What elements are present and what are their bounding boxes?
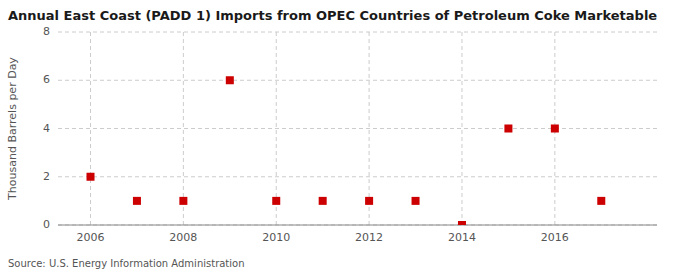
chart: 0 2 4 6 8 2006 2008 2010 2012 2014 2016 Thousand Ba… <box>0 0 675 275</box>
point <box>179 197 187 205</box>
point <box>597 197 605 205</box>
point <box>133 197 141 205</box>
x-tick-label: 2010 <box>262 231 290 244</box>
y-grid-line <box>58 80 657 81</box>
y-tick-label: 0 <box>43 218 50 231</box>
x-grid-line <box>90 32 91 225</box>
x-axis-line <box>58 225 657 226</box>
y-axis-label: Thousand Barrels per Day <box>6 57 19 201</box>
x-grid-line <box>461 32 462 225</box>
grid <box>58 32 657 225</box>
point <box>226 76 234 84</box>
y-tick-label: 2 <box>43 170 50 183</box>
y-grid-line <box>58 32 657 33</box>
point <box>272 197 280 205</box>
x-tick-label: 2014 <box>448 231 476 244</box>
point <box>319 197 327 205</box>
x-tick-label: 2016 <box>541 231 569 244</box>
source-note: Source: U.S. Energy Information Administ… <box>8 258 245 269</box>
y-tick-label: 4 <box>43 122 50 135</box>
x-tick-label: 2012 <box>355 231 383 244</box>
chart-container: 0 2 4 6 8 2006 2008 2010 2012 2014 2016 Thousand Ba… <box>0 0 675 275</box>
points <box>87 76 606 225</box>
y-grid-line <box>58 176 657 177</box>
y-tick-label: 8 <box>43 25 50 38</box>
y-tick-label: 6 <box>43 73 50 86</box>
point <box>551 125 559 133</box>
x-tick-label: 2008 <box>169 231 197 244</box>
x-grid-line <box>183 32 184 225</box>
y-grid-line <box>58 128 657 129</box>
x-grid-line <box>369 32 370 225</box>
point <box>412 197 420 205</box>
x-grid-line <box>276 32 277 225</box>
point <box>365 197 373 205</box>
x-tick-label: 2006 <box>77 231 105 244</box>
point <box>504 125 512 133</box>
y-grid-line <box>58 225 657 226</box>
point <box>458 221 466 225</box>
point <box>87 173 95 181</box>
title: Annual East Coast (PADD 1) Imports from … <box>8 8 657 23</box>
axes: 0 2 4 6 8 2006 2008 2010 2012 2014 2016 <box>43 25 657 244</box>
